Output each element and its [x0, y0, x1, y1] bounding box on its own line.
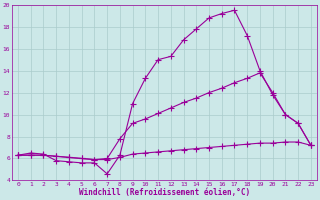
X-axis label: Windchill (Refroidissement éolien,°C): Windchill (Refroidissement éolien,°C): [79, 188, 250, 197]
